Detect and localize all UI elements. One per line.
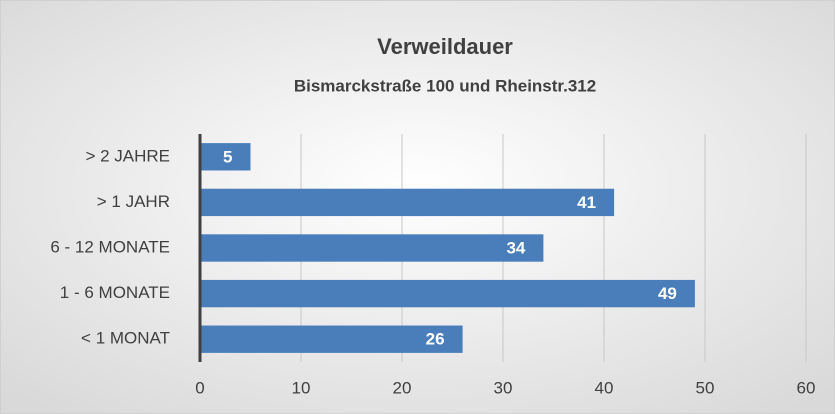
data-label: 26 — [426, 330, 445, 349]
data-label: 34 — [506, 238, 525, 257]
y-tick-label: < 1 MONAT — [81, 329, 170, 348]
x-tick-label: 30 — [494, 378, 513, 397]
bar — [200, 143, 251, 171]
data-label: 41 — [577, 193, 596, 212]
x-tick-label: 0 — [195, 378, 204, 397]
x-tick-label: 20 — [393, 378, 412, 397]
x-tick-label: 50 — [696, 378, 715, 397]
chart-title: Verweildauer — [377, 34, 513, 59]
x-tick-label: 40 — [595, 378, 614, 397]
bar — [200, 234, 544, 262]
bar — [200, 188, 615, 217]
bar — [200, 279, 695, 308]
x-tick-label: 60 — [797, 378, 816, 397]
data-label: 49 — [658, 284, 677, 303]
data-label: 5 — [223, 147, 232, 166]
chart-subtitle: Bismarckstraße 100 und Rheinstr.312 — [294, 76, 596, 95]
y-tick-label: 6 - 12 MONATE — [50, 237, 170, 256]
y-tick-label: 1 - 6 MONATE — [60, 283, 170, 302]
y-tick-label: > 2 JAHRE — [85, 146, 170, 165]
bar — [200, 325, 463, 353]
y-tick-label: > 1 JAHR — [97, 192, 170, 211]
x-tick-label: 10 — [292, 378, 311, 397]
